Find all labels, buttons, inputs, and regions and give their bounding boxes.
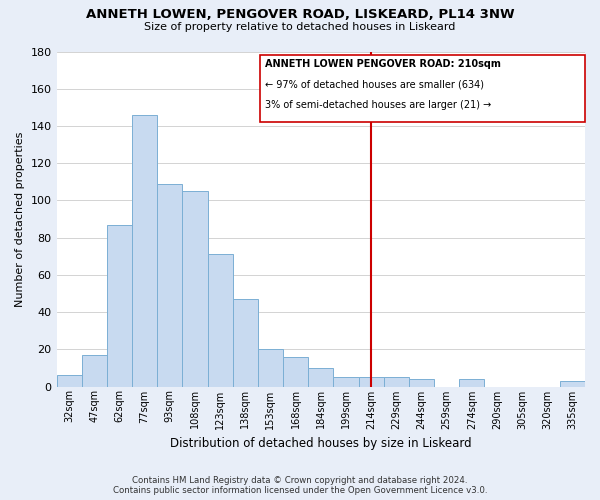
- Text: Contains public sector information licensed under the Open Government Licence v3: Contains public sector information licen…: [113, 486, 487, 495]
- Bar: [258, 350, 283, 387]
- Bar: [459, 379, 484, 386]
- Bar: [157, 184, 182, 386]
- Bar: [560, 381, 585, 386]
- Bar: [359, 377, 383, 386]
- Bar: [132, 115, 157, 386]
- Bar: [308, 368, 334, 386]
- FancyBboxPatch shape: [260, 55, 585, 122]
- Text: ANNETH LOWEN PENGOVER ROAD: 210sqm: ANNETH LOWEN PENGOVER ROAD: 210sqm: [265, 59, 501, 69]
- Text: ANNETH LOWEN, PENGOVER ROAD, LISKEARD, PL14 3NW: ANNETH LOWEN, PENGOVER ROAD, LISKEARD, P…: [86, 8, 514, 20]
- Text: 3% of semi-detached houses are larger (21) →: 3% of semi-detached houses are larger (2…: [265, 100, 491, 110]
- Bar: [107, 224, 132, 386]
- Text: Contains HM Land Registry data © Crown copyright and database right 2024.: Contains HM Land Registry data © Crown c…: [132, 476, 468, 485]
- Bar: [82, 355, 107, 386]
- Bar: [233, 299, 258, 386]
- Bar: [409, 379, 434, 386]
- Bar: [208, 254, 233, 386]
- Y-axis label: Number of detached properties: Number of detached properties: [15, 132, 25, 306]
- Text: Size of property relative to detached houses in Liskeard: Size of property relative to detached ho…: [145, 22, 455, 32]
- Text: ← 97% of detached houses are smaller (634): ← 97% of detached houses are smaller (63…: [265, 80, 484, 90]
- Bar: [56, 376, 82, 386]
- Bar: [182, 191, 208, 386]
- Bar: [334, 377, 359, 386]
- X-axis label: Distribution of detached houses by size in Liskeard: Distribution of detached houses by size …: [170, 437, 472, 450]
- Bar: [383, 377, 409, 386]
- Bar: [283, 356, 308, 386]
